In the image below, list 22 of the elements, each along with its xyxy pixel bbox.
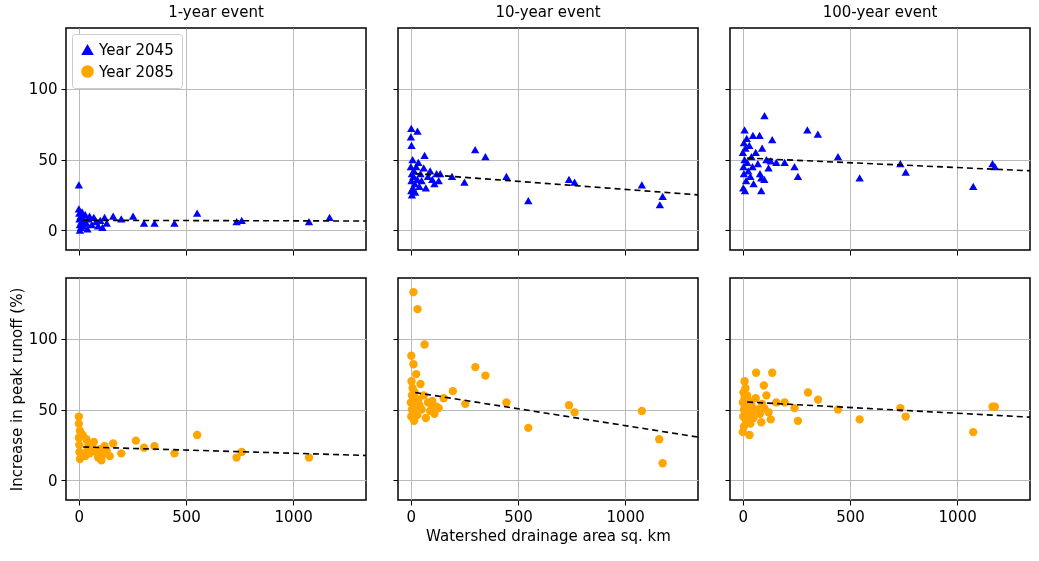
y-tick-label: 50 xyxy=(38,401,58,419)
y-tick-label: 100 xyxy=(28,80,58,99)
chart-title: 10-year event xyxy=(495,3,601,21)
legend-label: Year 2085 xyxy=(98,62,174,81)
x-tick-label: 0 xyxy=(74,507,85,526)
x-tick-label: 1000 xyxy=(938,507,977,526)
x-tick-label: 0 xyxy=(406,507,417,526)
y-tick-label: 0 xyxy=(47,471,58,490)
x-tick-label: 500 xyxy=(836,507,865,526)
x-tick-label: 1000 xyxy=(274,507,313,526)
y-tick-label: 50 xyxy=(38,151,58,169)
x-axis-title: Watershed drainage area sq. km xyxy=(426,526,671,545)
legend-label: Year 2045 xyxy=(98,40,174,59)
chart-title: 1-year event xyxy=(168,3,264,21)
y-axis-title: Increase in peak runoff (%) xyxy=(7,287,26,492)
x-tick-label: 500 xyxy=(504,507,533,526)
y-tick-label: 100 xyxy=(28,330,58,349)
x-tick-label: 0 xyxy=(738,507,749,526)
x-tick-label: 500 xyxy=(172,507,201,526)
chart-title: 100-year event xyxy=(822,3,938,21)
x-tick-label: 1000 xyxy=(606,507,645,526)
y-tick-label: 0 xyxy=(47,221,58,240)
